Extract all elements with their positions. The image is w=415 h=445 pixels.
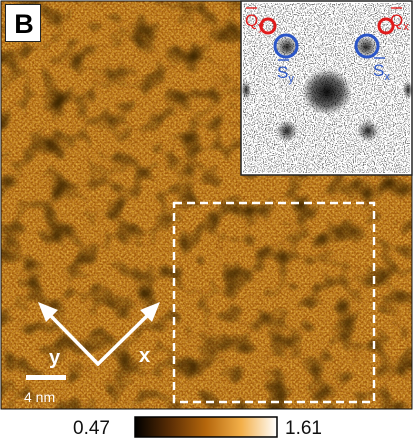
- y-arrow-head-icon: [38, 302, 58, 322]
- colorbar-max-label: 1.61: [285, 418, 322, 439]
- ft-peak-low-right: [357, 120, 379, 142]
- colorbar-min-label: 0.47: [73, 418, 110, 439]
- panel-letter: B: [14, 9, 34, 39]
- panel-letter-box: B: [5, 4, 41, 42]
- x-axis-arrow-line: [96, 309, 154, 366]
- scalebar: [26, 375, 66, 380]
- sx-label: Sx: [373, 61, 390, 83]
- ft-peak-edge-left: [241, 81, 251, 99]
- y-axis-arrow-line: [44, 309, 100, 366]
- qx-label: Qx: [390, 11, 409, 33]
- roi-dashed-box: [172, 201, 376, 404]
- axis-x-label: x: [139, 345, 150, 367]
- ft-inset: Qy Qx Sy Sx: [240, 0, 413, 176]
- ft-peak-low-left: [276, 120, 298, 142]
- stm-frame: [0, 0, 413, 410]
- axis-arrows: [44, 309, 154, 366]
- qy-label: Qy: [245, 11, 264, 33]
- s-overlines: [278, 57, 385, 61]
- colorbar: [134, 416, 278, 438]
- ft-peak-edge-right: [403, 81, 413, 99]
- qx-marker-circle: [377, 17, 395, 35]
- qy-marker-circle: [259, 17, 277, 35]
- sy-marker-circle: [273, 33, 299, 59]
- ft-center-peak: [302, 69, 352, 115]
- axis-y-label: y: [49, 347, 61, 369]
- sy-label: Sy: [277, 63, 294, 85]
- scalebar-label: 4 nm: [24, 389, 55, 405]
- x-arrow-head-icon: [140, 302, 160, 322]
- sx-marker-circle: [354, 33, 380, 59]
